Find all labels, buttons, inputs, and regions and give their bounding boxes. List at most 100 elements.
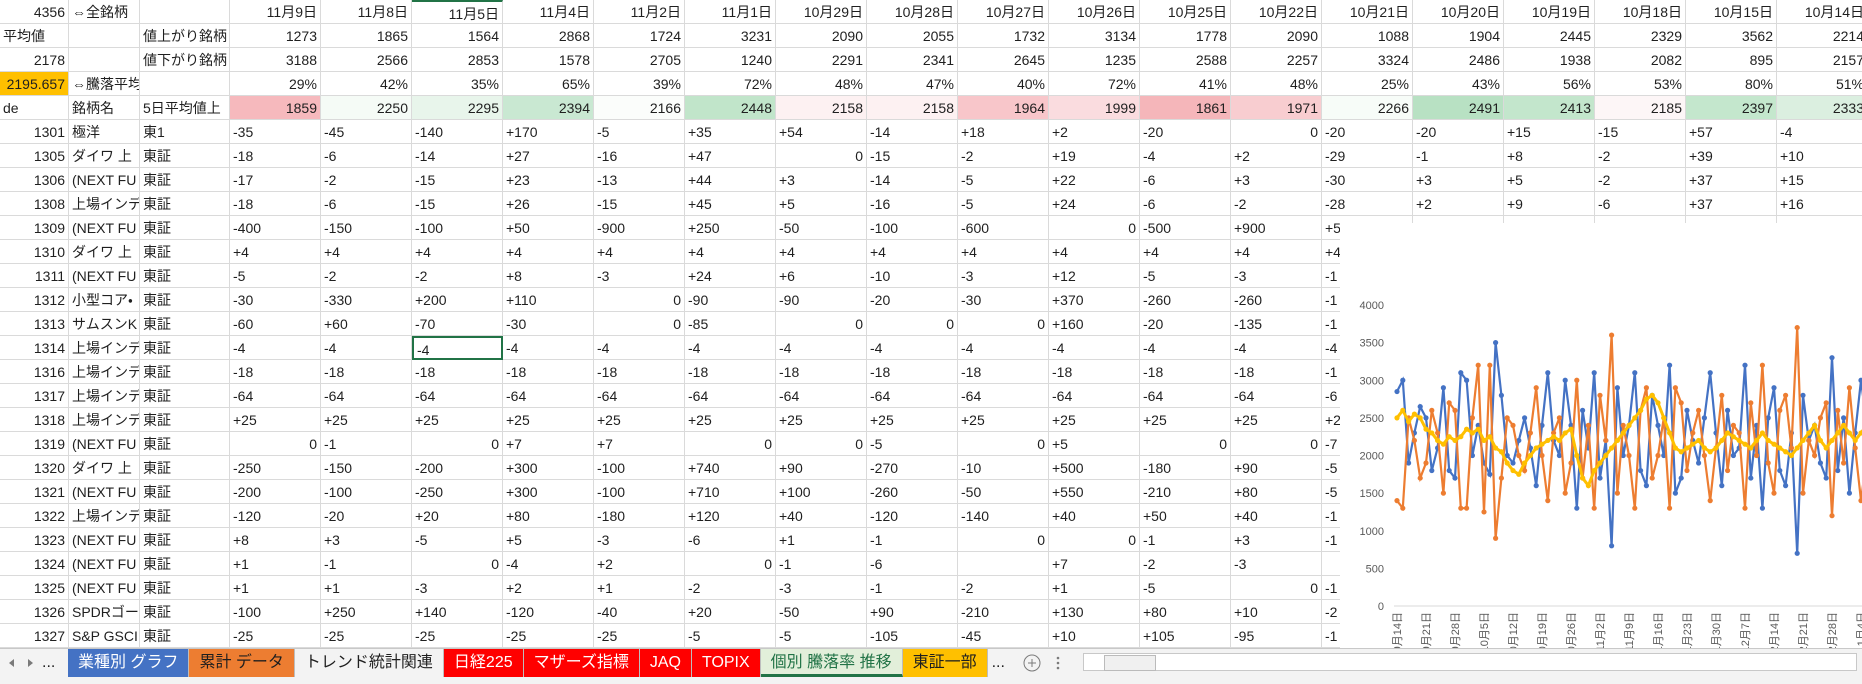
- date-header[interactable]: 10月21日: [1322, 0, 1413, 24]
- summary-value[interactable]: 51%: [1777, 72, 1862, 96]
- sheet-tab[interactable]: JAQ: [639, 649, 692, 677]
- value-cell[interactable]: -100: [594, 480, 685, 504]
- summary-value[interactable]: 1564: [412, 24, 503, 48]
- value-cell[interactable]: +10: [1049, 624, 1140, 648]
- value-cell[interactable]: -64: [958, 384, 1049, 408]
- value-cell[interactable]: -50: [776, 600, 867, 624]
- market-cell[interactable]: 東証: [140, 432, 230, 456]
- market-cell[interactable]: 東証: [140, 240, 230, 264]
- summary-value[interactable]: 43%: [1413, 72, 1504, 96]
- name-cell[interactable]: (NEXT FU: [69, 480, 140, 504]
- value-cell[interactable]: +900: [1231, 216, 1322, 240]
- code-cell[interactable]: 1326: [0, 600, 69, 624]
- value-cell[interactable]: -95: [1231, 624, 1322, 648]
- summary-value[interactable]: 1273: [230, 24, 321, 48]
- summary-value[interactable]: 2491: [1413, 96, 1504, 120]
- value-cell[interactable]: -4: [1231, 336, 1322, 360]
- value-cell[interactable]: -70: [412, 312, 503, 336]
- value-cell[interactable]: -5: [1140, 264, 1231, 288]
- value-cell[interactable]: +22: [1049, 168, 1140, 192]
- value-cell[interactable]: -330: [321, 288, 412, 312]
- value-cell[interactable]: -13: [594, 168, 685, 192]
- value-cell[interactable]: +90: [776, 456, 867, 480]
- value-cell[interactable]: -64: [503, 384, 594, 408]
- value-cell[interactable]: +1: [594, 576, 685, 600]
- value-cell[interactable]: +4: [685, 240, 776, 264]
- market-cell[interactable]: 東証: [140, 360, 230, 384]
- value-cell[interactable]: +27: [503, 144, 594, 168]
- value-cell[interactable]: -5: [685, 624, 776, 648]
- value-cell[interactable]: -4: [776, 336, 867, 360]
- value-cell[interactable]: -2: [1231, 192, 1322, 216]
- summary-value[interactable]: 1088: [1322, 24, 1413, 48]
- value-cell[interactable]: +25: [867, 408, 958, 432]
- value-cell[interactable]: +25: [321, 408, 412, 432]
- value-cell[interactable]: -18: [230, 144, 321, 168]
- value-cell[interactable]: +4: [230, 240, 321, 264]
- summary-value[interactable]: 2157: [1777, 48, 1862, 72]
- value-cell[interactable]: -18: [1231, 360, 1322, 384]
- value-cell[interactable]: -10: [958, 456, 1049, 480]
- value-cell[interactable]: +20: [685, 600, 776, 624]
- summary-value[interactable]: 2394: [503, 96, 594, 120]
- summary-value[interactable]: 2166: [594, 96, 685, 120]
- value-cell[interactable]: +19: [1049, 144, 1140, 168]
- value-cell[interactable]: +37: [1686, 192, 1777, 216]
- summary-value[interactable]: 48%: [1231, 72, 1322, 96]
- value-cell[interactable]: +25: [503, 408, 594, 432]
- value-cell[interactable]: 0: [1231, 432, 1322, 456]
- summary-value[interactable]: 2158: [776, 96, 867, 120]
- sheet-tab[interactable]: トレンド統計関連: [294, 649, 444, 677]
- value-cell[interactable]: +3: [321, 528, 412, 552]
- value-cell[interactable]: +500: [1049, 456, 1140, 480]
- value-cell[interactable]: +300: [503, 480, 594, 504]
- value-cell[interactable]: +4: [1231, 240, 1322, 264]
- summary-value[interactable]: 53%: [1595, 72, 1686, 96]
- value-cell[interactable]: -60: [230, 312, 321, 336]
- summary-value[interactable]: 1865: [321, 24, 412, 48]
- value-cell[interactable]: +44: [685, 168, 776, 192]
- value-cell[interactable]: -180: [1140, 456, 1231, 480]
- value-cell[interactable]: +25: [594, 408, 685, 432]
- value-cell[interactable]: +3: [1231, 528, 1322, 552]
- value-cell[interactable]: -2: [321, 264, 412, 288]
- value-cell[interactable]: +23: [503, 168, 594, 192]
- value-cell[interactable]: -18: [594, 360, 685, 384]
- value-cell[interactable]: -90: [685, 288, 776, 312]
- value-cell[interactable]: -64: [321, 384, 412, 408]
- value-cell[interactable]: +4: [1049, 240, 1140, 264]
- value-cell[interactable]: 0: [867, 312, 958, 336]
- value-cell[interactable]: +250: [685, 216, 776, 240]
- code-cell[interactable]: 1317: [0, 384, 69, 408]
- code-cell[interactable]: 1312: [0, 288, 69, 312]
- sheet-tab[interactable]: 日経225: [443, 649, 524, 677]
- value-cell[interactable]: -260: [1140, 288, 1231, 312]
- value-cell[interactable]: -3: [958, 264, 1049, 288]
- value-cell[interactable]: -25: [321, 624, 412, 648]
- value-cell[interactable]: +25: [776, 408, 867, 432]
- summary-value[interactable]: 2055: [867, 24, 958, 48]
- value-cell[interactable]: +2: [1049, 120, 1140, 144]
- date-header[interactable]: 11月5日: [412, 0, 503, 24]
- name-cell[interactable]: 上場インデ: [69, 408, 140, 432]
- sheet-tab[interactable]: 業種別 グラフ: [68, 649, 190, 677]
- value-cell[interactable]: +200: [412, 288, 503, 312]
- value-cell[interactable]: +6: [776, 264, 867, 288]
- value-cell[interactable]: -5: [412, 528, 503, 552]
- summary-value[interactable]: 3188: [230, 48, 321, 72]
- value-cell[interactable]: 0: [776, 312, 867, 336]
- code-cell[interactable]: 1324: [0, 552, 69, 576]
- date-header[interactable]: 10月29日: [776, 0, 867, 24]
- name-cell[interactable]: ダイワ 上: [69, 240, 140, 264]
- name-cell[interactable]: 上場インデ: [69, 504, 140, 528]
- code-cell[interactable]: 1310: [0, 240, 69, 264]
- value-cell[interactable]: -3: [1231, 552, 1322, 576]
- value-cell[interactable]: -15: [594, 192, 685, 216]
- summary-c[interactable]: 値下がり銘柄: [140, 48, 230, 72]
- value-cell[interactable]: -64: [685, 384, 776, 408]
- value-cell[interactable]: +39: [1686, 144, 1777, 168]
- blank-cell[interactable]: [140, 0, 230, 24]
- date-header[interactable]: 11月1日: [685, 0, 776, 24]
- value-cell[interactable]: 0: [230, 432, 321, 456]
- value-cell[interactable]: -4: [1140, 144, 1231, 168]
